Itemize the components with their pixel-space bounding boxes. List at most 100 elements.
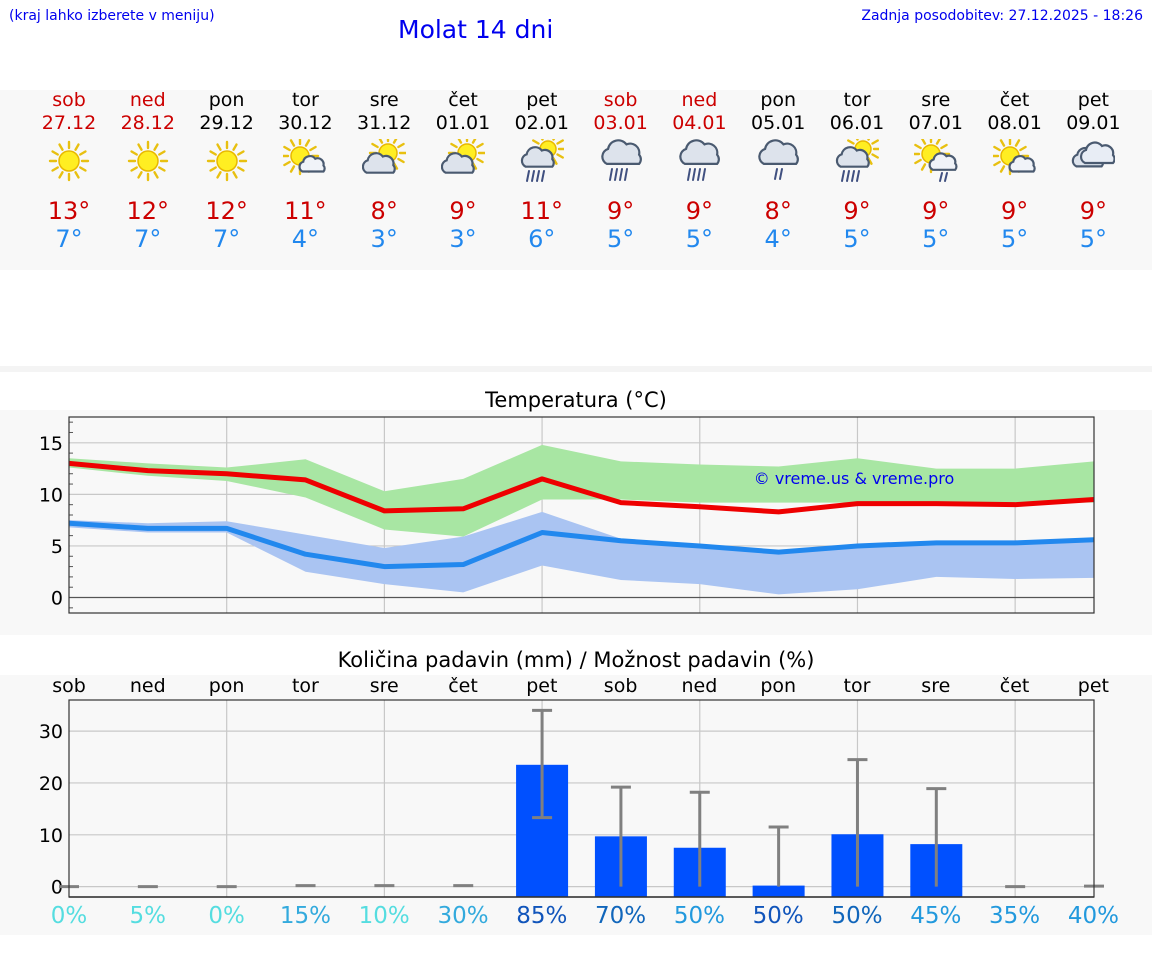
day-name: pet: [1077, 89, 1109, 111]
weather-cloud-drizzle-icon: [758, 139, 800, 180]
precip-error-bar: [689, 790, 710, 887]
weather-cloud-rain-icon: [600, 139, 642, 181]
weather-sun-cloud-big-icon: [362, 139, 407, 174]
day-name: tor: [843, 89, 871, 111]
weather-sun-icon: [127, 140, 168, 182]
precip-probability: 10%: [358, 903, 410, 929]
precip-error-bar: [926, 787, 947, 887]
day-date: 09.01: [1066, 112, 1121, 134]
precip-probability: 0%: [50, 903, 88, 929]
precip-probability: 70%: [595, 903, 647, 929]
day-date: 03.01: [593, 112, 648, 134]
y-tick-label: 30: [39, 721, 63, 743]
y-tick-label: 5: [51, 536, 63, 558]
temp-min: 5°: [1000, 225, 1029, 253]
precip-day-label: pon: [208, 675, 245, 697]
day-name: pon: [760, 89, 797, 111]
weather-sun-cloud-drizzle-icon: [913, 139, 958, 182]
precip-day-label: sob: [603, 675, 638, 697]
temp-min: 6°: [528, 225, 556, 253]
y-tick-label: 20: [39, 773, 63, 795]
precip-chart-title: Količina padavin (mm) / Možnost padavin …: [337, 648, 815, 672]
day-date: 30.12: [278, 112, 333, 134]
day-name: tor: [291, 89, 319, 111]
temp-max: 12°: [126, 197, 170, 225]
temp-min: 4°: [764, 225, 792, 253]
day-date: 28.12: [120, 112, 175, 134]
precip-probability: 50%: [831, 903, 883, 929]
forecast-band: [0, 90, 1152, 270]
watermark: © vreme.us & vreme.pro: [754, 469, 955, 488]
temp-min: 5°: [922, 225, 950, 253]
day-name: ned: [681, 89, 718, 111]
y-tick-label: 15: [39, 433, 63, 455]
day-name: sre: [921, 89, 951, 111]
temp-max: 12°: [205, 197, 248, 225]
temp-max: 9°: [606, 197, 635, 225]
temp-max: 9°: [449, 197, 477, 225]
temperature-chart: 0 5 10 15 © vreme.us & vreme.pro: [39, 416, 1095, 614]
day-date: 31.12: [356, 112, 412, 134]
day-name: sre: [369, 89, 399, 111]
forecast-day-header: sob 03.01: [581, 89, 661, 135]
precip-error-bar: [374, 884, 395, 888]
forecast-day-header: ned 04.01: [659, 89, 739, 135]
forecast-day-header: sre 31.12: [344, 89, 424, 135]
precip-error-bar: [768, 825, 789, 887]
temp-min: 5°: [606, 225, 635, 253]
precip-day-label: ned: [129, 675, 166, 697]
day-date: 05.01: [750, 112, 806, 134]
temp-min: 5°: [1079, 225, 1108, 253]
precip-probability: 50%: [752, 903, 804, 929]
precip-probability: 85%: [516, 903, 568, 929]
plot-frame: [68, 416, 1095, 614]
forecast-day-header: čet 01.01: [423, 89, 503, 135]
plot-frame: [68, 699, 1095, 898]
page-title: Molat 14 dni: [398, 15, 554, 44]
temp-max: 9°: [922, 197, 950, 225]
weather-sun-rain-icon: [835, 139, 879, 182]
day-date: 02.01: [514, 112, 569, 134]
forecast-day-header: pon 29.12: [187, 89, 267, 135]
forecast-day-header: tor 06.01: [817, 89, 897, 135]
precip-probability: 35%: [989, 903, 1041, 929]
day-date: 06.01: [829, 112, 885, 134]
precip-probability: 40%: [1067, 903, 1119, 929]
day-name: pet: [526, 89, 558, 111]
precip-error-bar: [532, 708, 553, 820]
y-tick-label: 0: [51, 588, 63, 610]
day-name: čet: [999, 89, 1030, 111]
precip-day-label: sre: [369, 675, 399, 697]
weather-sun-rain-icon: [520, 139, 564, 182]
min-temp-line: [68, 520, 1095, 570]
weather-sun-cloud-icon: [283, 139, 327, 176]
y-tick-label: 0: [51, 877, 63, 899]
precip-error-bar: [610, 785, 631, 887]
temp-max: 11°: [284, 197, 327, 225]
day-date: 04.01: [672, 112, 727, 134]
precip-error-bar: [847, 758, 868, 887]
temp-max: 9°: [1079, 197, 1108, 225]
max-temp-line: [68, 460, 1095, 515]
weather-sun-icon: [206, 140, 247, 182]
precip-error-bar: [453, 884, 474, 888]
temp-max: 11°: [520, 197, 564, 225]
precip-day-label: sre: [921, 675, 951, 697]
precip-day-label: čet: [448, 675, 478, 697]
day-name: sob: [603, 89, 638, 111]
temp-min: 3°: [449, 225, 477, 253]
weather-clouds-icon: [1072, 141, 1116, 168]
temp-min: 7°: [55, 225, 83, 253]
forecast-day-header: sre 07.01: [896, 89, 976, 135]
forecast-day-header: pet 09.01: [1053, 89, 1133, 135]
forecast-day-header: pet 02.01: [502, 89, 582, 135]
temp-max: 8°: [764, 197, 792, 225]
day-name: pon: [208, 89, 245, 111]
weather-cloud-rain-icon: [679, 139, 721, 181]
temp-max: 8°: [370, 197, 398, 225]
day-name: ned: [129, 89, 166, 111]
min-temp-range-band: [69, 511, 1094, 595]
precipitation-chart: 0 10 20 30: [39, 699, 1104, 899]
location-hint: (kraj lahko izberete v meniju): [9, 8, 215, 24]
plot-area: [69, 417, 1094, 613]
